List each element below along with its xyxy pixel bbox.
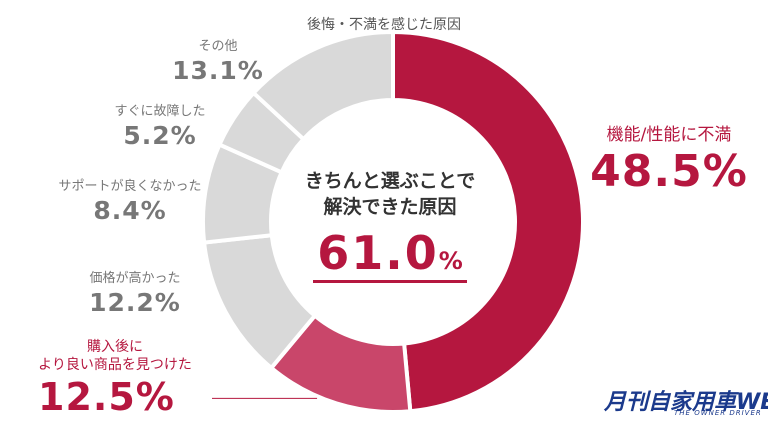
center-value-unit: % <box>438 247 463 275</box>
center-value: 61.0% <box>313 226 467 283</box>
donut-slice-0 <box>391 29 585 414</box>
logo-subtext: THE OWNER DRIVER <box>674 409 762 417</box>
logo-text: 月刊自家用車WEB <box>604 390 768 415</box>
slice-label-0: 機能/性能に不満 48.5% <box>590 125 748 197</box>
center-line-2: 解決できた原因 <box>323 196 457 218</box>
slice-label-2: 価格が高かった 12.2% <box>89 271 181 317</box>
slice-label-3: サポートが良くなかった 8.4% <box>58 179 202 225</box>
slice-label-4: すぐに故障した 5.2% <box>114 104 206 150</box>
chart-title: 後悔・不満を感じた原因 <box>307 17 461 33</box>
publisher-logo: 月刊自家用車WEB THE OWNER DRIVER <box>604 384 768 428</box>
donut-slice-5 <box>250 29 395 142</box>
slice-label-1: 購入後に より良い商品を見つけた 12.5% <box>38 339 192 419</box>
center-value-number: 61.0 <box>317 226 439 280</box>
slice-label-5: その他 13.1% <box>172 39 264 85</box>
center-summary: きちんと選ぶことで 解決できた原因 61.0% <box>270 168 510 283</box>
center-line-1: きちんと選ぶことで <box>304 170 476 192</box>
